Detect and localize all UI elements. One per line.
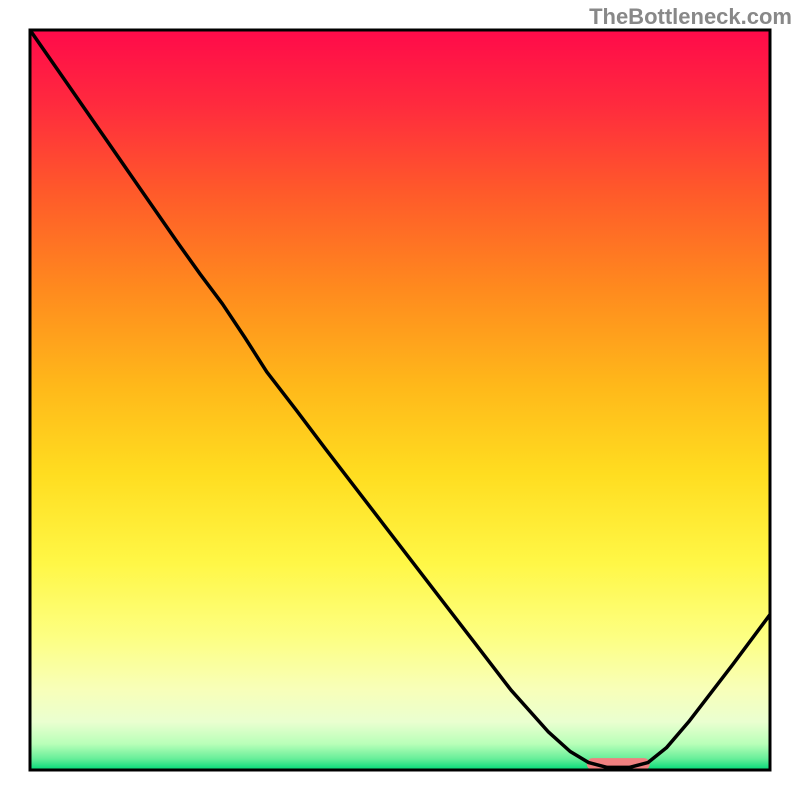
chart-container: TheBottleneck.com bbox=[0, 0, 800, 800]
gradient-background bbox=[30, 30, 770, 770]
bottleneck-chart bbox=[0, 0, 800, 800]
watermark-text: TheBottleneck.com bbox=[589, 4, 792, 30]
